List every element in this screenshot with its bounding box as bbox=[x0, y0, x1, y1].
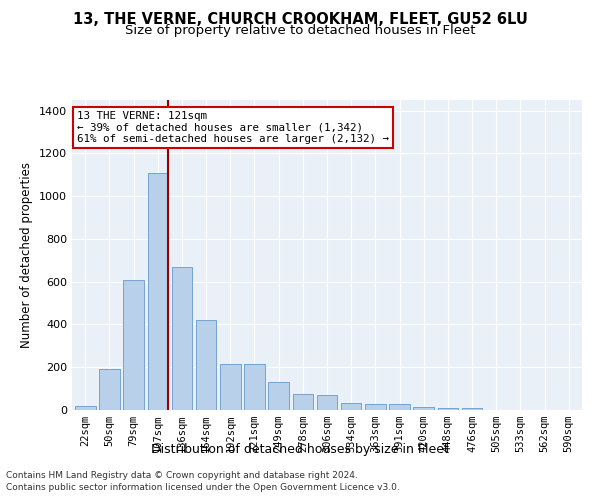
Bar bbox=[389, 404, 410, 410]
Text: 13, THE VERNE, CHURCH CROOKHAM, FLEET, GU52 6LU: 13, THE VERNE, CHURCH CROOKHAM, FLEET, G… bbox=[73, 12, 527, 28]
Bar bbox=[462, 408, 482, 410]
Bar bbox=[196, 320, 217, 410]
Bar bbox=[341, 402, 361, 410]
Bar bbox=[75, 406, 95, 410]
Text: Distribution of detached houses by size in Fleet: Distribution of detached houses by size … bbox=[151, 442, 449, 456]
Bar bbox=[413, 407, 434, 410]
Bar bbox=[317, 395, 337, 410]
Bar bbox=[244, 364, 265, 410]
Y-axis label: Number of detached properties: Number of detached properties bbox=[20, 162, 34, 348]
Text: 13 THE VERNE: 121sqm
← 39% of detached houses are smaller (1,342)
61% of semi-de: 13 THE VERNE: 121sqm ← 39% of detached h… bbox=[77, 111, 389, 144]
Bar bbox=[148, 172, 168, 410]
Text: Contains HM Land Registry data © Crown copyright and database right 2024.: Contains HM Land Registry data © Crown c… bbox=[6, 471, 358, 480]
Bar bbox=[293, 394, 313, 410]
Bar bbox=[172, 267, 192, 410]
Bar bbox=[99, 370, 120, 410]
Bar bbox=[365, 404, 386, 410]
Bar bbox=[124, 280, 144, 410]
Text: Contains public sector information licensed under the Open Government Licence v3: Contains public sector information licen… bbox=[6, 484, 400, 492]
Text: Size of property relative to detached houses in Fleet: Size of property relative to detached ho… bbox=[125, 24, 475, 37]
Bar bbox=[220, 364, 241, 410]
Bar bbox=[437, 408, 458, 410]
Bar bbox=[268, 382, 289, 410]
